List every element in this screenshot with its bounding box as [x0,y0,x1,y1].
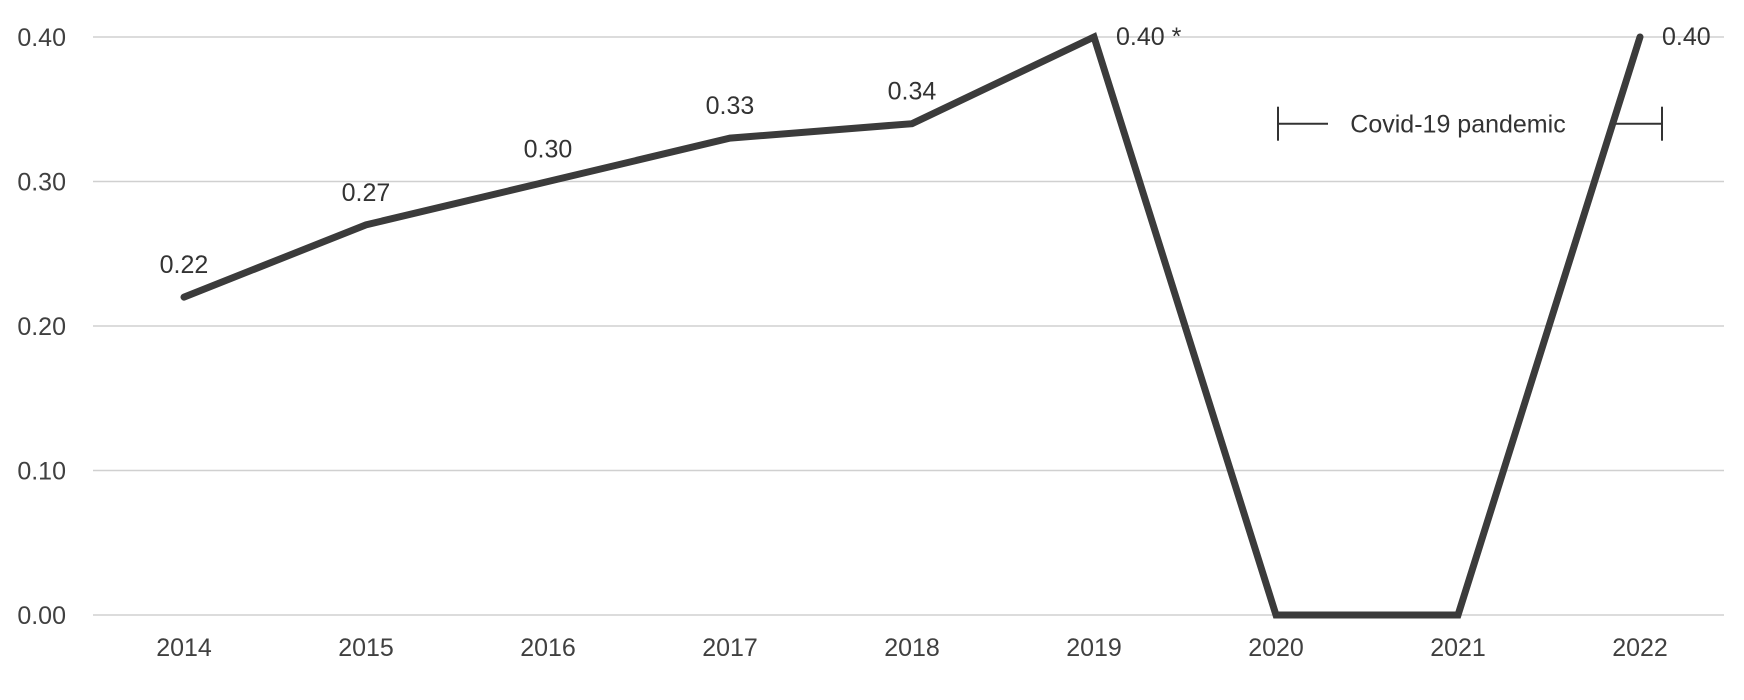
data-label: 0.40 * [1116,23,1182,51]
data-label: 0.34 [888,78,937,106]
y-tick-label: 0.30 [17,169,66,197]
x-tick-label: 2021 [1430,634,1486,662]
x-tick-label: 2019 [1066,634,1122,662]
y-tick-label: 0.20 [17,313,66,341]
x-tick-label: 2016 [520,634,576,662]
data-labels: 0.22 0.27 0.30 0.33 0.34 0.40 * 0.40 [160,23,1711,279]
y-tick-label: 0.40 [17,24,66,52]
x-axis: 2014 2015 2016 2017 2018 2019 2020 2021 2022 [156,634,1668,662]
series [180,32,1644,619]
x-tick-label: 2018 [884,634,940,662]
series-line [180,32,1644,619]
x-tick-label: 2022 [1612,634,1668,662]
x-tick-label: 2014 [156,634,212,662]
x-tick-label: 2015 [338,634,394,662]
data-label: 0.30 [524,136,573,164]
x-tick-label: 2020 [1248,634,1304,662]
covid-annotation: Covid-19 pandemic [1277,106,1663,141]
data-label: 0.33 [706,92,755,120]
y-tick-label: 0.10 [17,458,66,486]
data-label: 0.40 [1662,23,1711,51]
y-tick-label: 0.00 [17,602,66,630]
data-label: 0.22 [160,251,209,279]
data-label: 0.27 [342,179,391,207]
y-axis: 0.00 0.10 0.20 0.30 0.40 [17,24,66,630]
annotation-label: Covid-19 pandemic [1350,111,1565,139]
x-tick-label: 2017 [702,634,758,662]
